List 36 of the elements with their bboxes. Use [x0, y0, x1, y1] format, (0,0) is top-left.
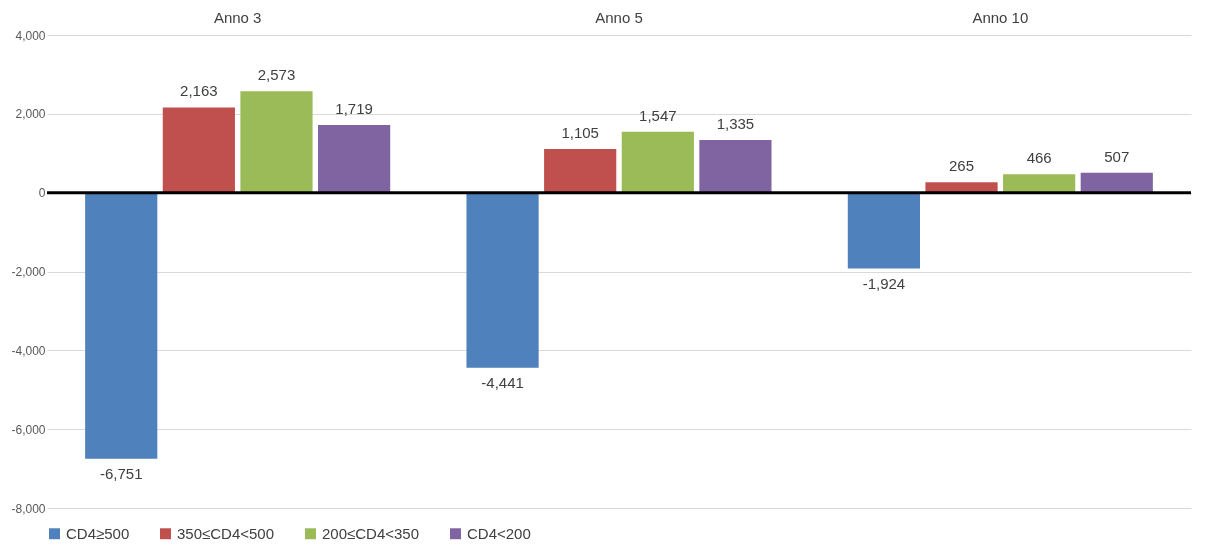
x-tick-label: Anno 3 — [213, 8, 262, 26]
y-tick-label: -2,000 — [11, 265, 46, 279]
bar — [85, 192, 158, 459]
y-tick-label: -4,000 — [11, 343, 46, 358]
y-tick-label: -8,000 — [11, 501, 46, 516]
y-tick-label: -6,000 — [11, 422, 46, 437]
bar — [699, 140, 772, 193]
data-label: 466 — [1026, 149, 1052, 167]
data-label: 1,547 — [639, 106, 677, 124]
bar — [544, 149, 617, 193]
bar — [621, 131, 694, 193]
bar — [847, 192, 920, 269]
legend-label: CD4<200 — [467, 524, 531, 542]
legend-label: 200≤CD4<350 — [322, 524, 420, 542]
legend-label: 350≤CD4<500 — [177, 524, 275, 542]
data-label: 1,719 — [335, 99, 373, 117]
legend-label: CD4≥500 — [66, 524, 130, 542]
data-label: -4,441 — [481, 373, 524, 391]
x-tick-label: Anno 5 — [595, 8, 643, 26]
bar — [1080, 172, 1153, 193]
y-tick-label: 0 — [38, 186, 46, 201]
data-label: 1,335 — [716, 115, 755, 133]
data-label: 265 — [949, 157, 975, 175]
y-tick-label: 4,000 — [15, 28, 46, 43]
bar — [466, 192, 539, 368]
bar — [318, 124, 391, 193]
data-label: 2,573 — [257, 66, 296, 84]
bar — [240, 91, 313, 193]
x-tick-label: Anno 10 — [972, 8, 1029, 26]
data-label: 1,105 — [561, 124, 599, 142]
data-label: 2,163 — [180, 82, 218, 100]
data-label: -1,924 — [862, 274, 906, 292]
data-label: 507 — [1104, 147, 1130, 165]
bar — [162, 107, 235, 193]
data-label: -6,751 — [99, 464, 143, 482]
y-tick-label: 2,000 — [15, 107, 46, 122]
